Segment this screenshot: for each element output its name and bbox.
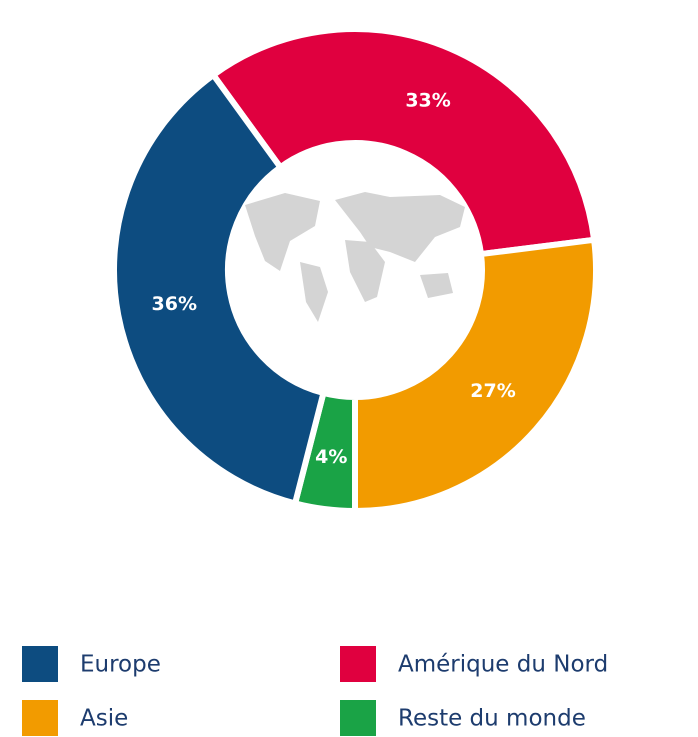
legend-swatch <box>22 646 58 682</box>
legend-label: Reste du monde <box>398 706 586 732</box>
legend-swatch <box>340 646 376 682</box>
donut-slice <box>111 70 328 508</box>
donut-slice <box>352 236 599 515</box>
value-label: 33% <box>405 90 450 112</box>
value-label: 27% <box>470 380 515 402</box>
value-label: 36% <box>152 293 197 315</box>
value-label: 4% <box>315 446 347 468</box>
legend-swatch <box>340 700 376 736</box>
legend-label: Asie <box>80 706 128 732</box>
world-map <box>245 192 465 322</box>
legend-swatch <box>22 700 58 736</box>
legend-label: Europe <box>80 652 161 678</box>
legend-label: Amérique du Nord <box>398 652 608 678</box>
donut-slice <box>209 26 598 258</box>
